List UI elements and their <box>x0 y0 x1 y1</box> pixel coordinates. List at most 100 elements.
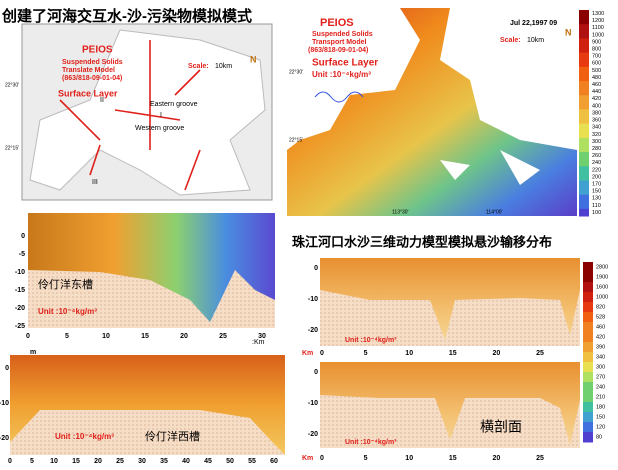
lat-label: 22°15' <box>289 137 303 143</box>
y-unit: m <box>30 349 36 356</box>
x-tick-label: 55 <box>248 458 256 465</box>
model-name: PEIOS <box>82 45 113 56</box>
colorbar-label: 528 <box>596 314 605 320</box>
section-label: I <box>160 112 162 119</box>
colorbar-swatch <box>583 262 593 273</box>
colorbar-swatch <box>583 332 593 343</box>
colorbar-swatch <box>579 180 589 189</box>
model-line: Suspended Solids <box>312 31 373 38</box>
axis: 0 -10 -20 0 5 10 15 20 25 30 35 40 45 50 55 60 <box>0 365 278 465</box>
colorbar-label: 400 <box>592 103 601 109</box>
x-tick-label: 25 <box>116 458 124 465</box>
colorbar-swatch <box>583 372 593 383</box>
colorbar-swatch <box>579 52 589 61</box>
colorbar-label: 420 <box>596 334 605 340</box>
unit-label: Unit :10⁻⁴kg/m³ <box>312 70 371 79</box>
y-tick-label: -20 <box>308 327 318 334</box>
colorbar-label: 1300 <box>592 11 604 17</box>
y-tick-label: -20 <box>0 435 9 442</box>
x-tick-label: 40 <box>182 458 190 465</box>
model-line: (863/818-09-01-04) <box>62 75 122 82</box>
colorbar-swatch <box>583 432 593 443</box>
model-line: Transport Model <box>312 39 367 46</box>
section-name: 伶仃洋东槽 <box>38 277 93 291</box>
colorbar-swatch <box>583 402 593 413</box>
colorbar-label: 380 <box>592 110 601 116</box>
colorbar-swatch <box>579 159 589 167</box>
x-unit: Km <box>302 455 313 462</box>
colorbar-swatch <box>579 24 589 32</box>
section-label: III <box>92 179 98 186</box>
lat-label: 22°15' <box>5 145 19 151</box>
colorbar-swatch <box>583 292 593 303</box>
x-tick-label: 5 <box>65 333 69 340</box>
colorbar-label: 150 <box>596 414 605 420</box>
colorbar-label: 120 <box>596 424 605 430</box>
y-tick-label: 0 <box>314 369 318 376</box>
colorbar-label: 170 <box>592 181 601 187</box>
scale-label: Scale: <box>188 63 209 70</box>
colorbar-swatch <box>579 31 589 39</box>
x-tick-label: 20 <box>180 333 188 340</box>
model-line: Translate Model <box>62 67 115 74</box>
layer-label: Surface Layer <box>312 58 378 69</box>
colorbar-swatch <box>583 422 593 433</box>
colorbar-label: 110 <box>592 203 601 209</box>
colorbar-label: 700 <box>592 54 601 60</box>
colorbar-swatch <box>579 116 589 125</box>
colorbar-swatch <box>579 81 589 89</box>
colorbar-swatch <box>579 123 589 132</box>
axis: 0 -10 -20 0 5 10 15 20 25 0 -10 -20 0 5 10 15 20 25 <box>308 265 544 462</box>
x-tick-label: 5 <box>364 455 368 462</box>
x-tick-label: 25 <box>219 333 227 340</box>
colorbar-label: 420 <box>592 96 601 102</box>
north-arrow: N <box>565 27 572 37</box>
y-tick-label: -20 <box>15 305 25 312</box>
colorbar-swatch <box>583 392 593 403</box>
colorbar-swatch <box>579 109 589 118</box>
model-line: (863/818-09-01-04) <box>308 47 368 54</box>
colorbar-label: 1600 <box>596 284 608 290</box>
x-unit: :Km <box>252 339 265 346</box>
colorbar-swatch <box>583 352 593 363</box>
colorbar-label: 460 <box>596 324 605 330</box>
x-tick-label: 20 <box>94 458 102 465</box>
section-name: 伶仃洋西槽 <box>145 429 200 443</box>
x-tick-label: 25 <box>536 455 544 462</box>
lon-label: 114°00' <box>486 209 503 215</box>
colorbar-label: 2800 <box>596 264 608 270</box>
colorbar-label: 300 <box>596 364 605 370</box>
scale-label: Scale: <box>500 37 521 44</box>
colorbar-label: 280 <box>592 146 601 152</box>
unit-label: Unit :10⁻⁴kg/m³ <box>345 337 397 344</box>
y-tick-label: -10 <box>15 269 25 276</box>
colorbar-label: 1200 <box>592 18 604 24</box>
groove-label: Western groove <box>135 125 184 132</box>
colorbar-swatch <box>579 38 589 47</box>
x-tick-label: 0 <box>320 455 324 462</box>
colorbar-label: 500 <box>592 68 601 74</box>
colorbar-swatch <box>579 187 589 196</box>
colorbar-label: 300 <box>592 139 601 145</box>
model-name: PEIOS <box>320 17 354 29</box>
colorbar-swatch <box>579 102 589 110</box>
colorbar-label: 1900 <box>596 274 608 280</box>
x-tick-label: 60 <box>270 458 278 465</box>
x-tick-label: 45 <box>204 458 212 465</box>
colorbar-label: 600 <box>592 61 601 67</box>
x-tick-label: 10 <box>102 333 110 340</box>
colorbar-swatch <box>579 66 589 75</box>
colorbar-label: 220 <box>592 167 601 173</box>
x-tick-label: 0 <box>26 333 30 340</box>
x-tick-label: 20 <box>493 350 501 357</box>
unit-label: Unit :10⁻⁴kg/m³ <box>55 432 114 441</box>
colorbar-swatch <box>579 59 589 68</box>
colorbar-swatch <box>579 144 589 153</box>
colorbar-swatch <box>579 208 589 217</box>
colorbar-label: 800 <box>592 47 601 53</box>
x-tick-label: 10 <box>50 458 58 465</box>
colorbar-swatch <box>583 412 593 423</box>
colorbar-label: 460 <box>592 82 601 88</box>
